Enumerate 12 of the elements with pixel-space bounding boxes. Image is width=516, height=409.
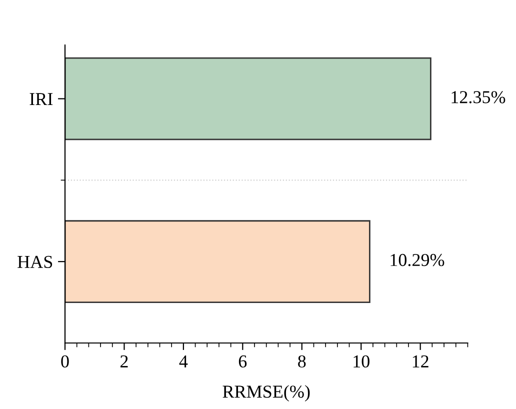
y-tick-label: IRI [30, 93, 53, 105]
x-tick-label: 4 [179, 355, 188, 368]
data-label: 10.29% [390, 254, 444, 266]
data-label: 12.35% [452, 91, 506, 104]
x-tick-label: 10 [354, 355, 370, 368]
x-axis-title: RRMSE(%) [222, 385, 310, 402]
y-tick-label: HAS [18, 256, 52, 268]
x-tick-label: 8 [298, 355, 306, 368]
x-tick-label: 2 [120, 355, 128, 368]
x-tick-label: 6 [238, 355, 247, 368]
x-tick-label: 12 [412, 355, 428, 368]
x-tick-label: 0 [61, 355, 69, 368]
